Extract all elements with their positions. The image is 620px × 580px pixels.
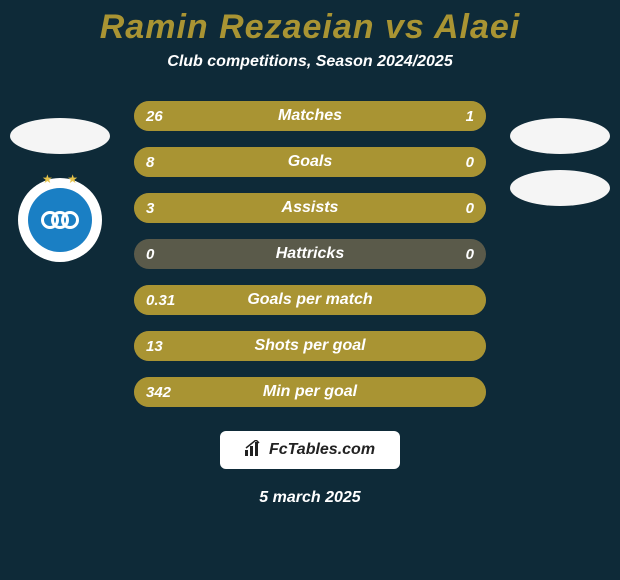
stat-left-value: 0.31 [146,285,175,315]
star-icon: ★ [67,172,78,186]
stat-right-value: 0 [466,239,474,269]
stat-right-value: 1 [466,101,474,131]
comparison-title: Ramin Rezaeian vs Alaei [0,8,620,47]
chart-icon [245,440,263,461]
stat-label: Min per goal [134,377,486,407]
stat-left-value: 26 [146,101,163,131]
date-label: 5 march 2025 [0,489,620,507]
stat-row: 0.31Goals per match [134,285,486,315]
stat-row: 8 0Goals [134,147,486,177]
fctables-label: FcTables.com [269,441,375,459]
fctables-badge: FcTables.com [220,431,400,469]
stat-label: Matches [134,101,486,131]
stat-label: Hattricks [134,239,486,269]
stat-label: Assists [134,193,486,223]
stat-row: 26 1Matches [134,101,486,131]
season-subtitle: Club competitions, Season 2024/2025 [0,53,620,71]
logo-right-ellipse-1 [510,118,610,154]
stat-right-value: 0 [466,193,474,223]
badge-inner-circle: ★ ★ [28,188,92,252]
stat-left-value: 3 [146,193,154,223]
stat-left-value: 13 [146,331,163,361]
stat-left-value: 0 [146,239,154,269]
stat-label: Shots per goal [134,331,486,361]
logo-left-ellipse-1 [10,118,110,154]
stat-label: Goals [134,147,486,177]
logo-right-ellipse-2 [510,170,610,206]
stat-left-value: 342 [146,377,171,407]
rings-icon [41,208,79,232]
stat-row: 0 0Hattricks [134,239,486,269]
stat-label: Goals per match [134,285,486,315]
stat-right-value: 0 [466,147,474,177]
team-badge-left: ★ ★ [18,178,102,262]
stat-left-value: 8 [146,147,154,177]
stat-row: 3 0Assists [134,193,486,223]
star-icon: ★ [42,172,53,186]
content-wrapper: Ramin Rezaeian vs Alaei Club competition… [0,0,620,580]
stat-row: 342Min per goal [134,377,486,407]
stat-row: 13Shots per goal [134,331,486,361]
stats-container: 261Matches80Goals30Assists00Hattricks0.3… [134,101,486,407]
